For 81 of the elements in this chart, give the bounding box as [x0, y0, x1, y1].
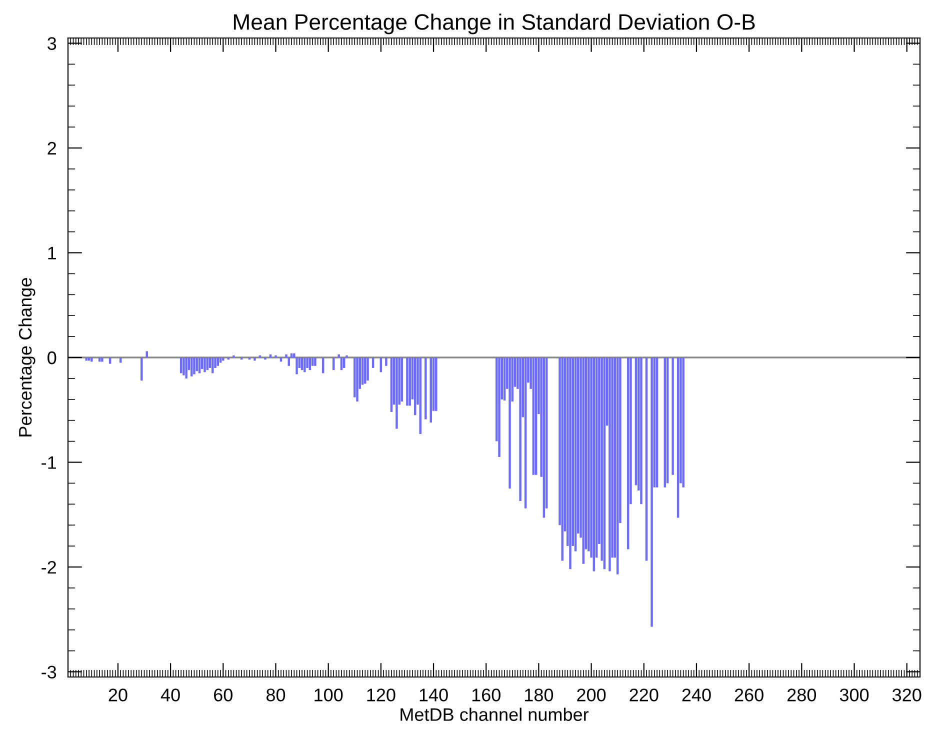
bar [101, 358, 104, 362]
bar [185, 358, 188, 378]
bar [676, 358, 680, 518]
x-tick-label: 260 [734, 688, 764, 702]
x-tick-label: 160 [472, 688, 500, 702]
bar [672, 358, 674, 475]
y-tick-label: 0 [48, 351, 56, 364]
x-tick-label: 60 [214, 688, 232, 702]
bar [664, 358, 666, 488]
x-tick-label: 180 [525, 688, 554, 702]
bar [640, 358, 642, 504]
bar [354, 358, 356, 398]
x-tick-label: 240 [682, 688, 711, 702]
bar [498, 358, 500, 458]
x-tick-label: 100 [314, 688, 343, 702]
bar [254, 358, 256, 361]
y-tick-label: -2 [42, 560, 56, 574]
bar [408, 358, 411, 406]
bar [196, 358, 198, 372]
bar [366, 358, 369, 381]
bar [524, 358, 527, 508]
bar [146, 351, 148, 358]
bar [534, 358, 538, 475]
bar [364, 358, 366, 384]
x-tick-label: 220 [630, 688, 658, 702]
bar [288, 358, 290, 366]
bar [311, 358, 314, 366]
bar [222, 358, 224, 361]
bar [204, 358, 206, 372]
x-tick-label: 300 [840, 688, 869, 702]
bar [435, 358, 438, 411]
bar [338, 354, 340, 358]
x-tick-label: 40 [160, 688, 180, 702]
bar [400, 358, 404, 402]
y-tick-label: 2 [48, 142, 56, 155]
x-tick-label: 320 [892, 688, 922, 702]
bar [574, 358, 577, 552]
bar [293, 353, 296, 358]
bar [296, 358, 298, 374]
bar [424, 358, 427, 420]
y-axis-title: Percentage Change [18, 278, 36, 436]
bar [182, 358, 185, 376]
x-axis-title: MetDB channel number [400, 708, 589, 721]
x-tick-label: 280 [788, 688, 816, 702]
x-tick-label: 20 [108, 688, 128, 702]
bar [90, 358, 93, 362]
bar [216, 358, 220, 366]
bar [356, 358, 358, 402]
bar [508, 358, 511, 488]
bar [656, 358, 658, 488]
bar [582, 358, 585, 564]
bar [608, 358, 611, 572]
x-tick-label: 200 [577, 688, 606, 702]
bar [519, 358, 522, 502]
bar [306, 358, 308, 368]
x-tick-label: 120 [367, 688, 396, 702]
bar [650, 358, 653, 627]
bar [430, 358, 432, 422]
bar [390, 358, 393, 412]
bar [396, 358, 398, 429]
x-tick-label: 140 [420, 688, 448, 702]
bar [304, 358, 306, 372]
bar [503, 358, 506, 400]
bar [108, 358, 112, 364]
bar [385, 358, 388, 366]
y-tick-label: 1 [48, 246, 56, 260]
bar [193, 358, 196, 374]
y-tick-label: -3 [42, 666, 56, 678]
chart-title: Mean Percentage Change in Standard Deviation O-B [234, 14, 755, 34]
bar [190, 358, 193, 376]
y-tick-label: -1 [42, 456, 56, 469]
x-tick-label: 80 [266, 688, 286, 702]
bar [532, 358, 535, 475]
bar [285, 354, 288, 358]
bar [406, 358, 408, 406]
bar [542, 358, 546, 518]
bar [682, 358, 684, 488]
bar [616, 358, 619, 574]
y-tick-label: 3 [48, 37, 56, 50]
bar [569, 358, 572, 570]
bar [314, 358, 316, 366]
